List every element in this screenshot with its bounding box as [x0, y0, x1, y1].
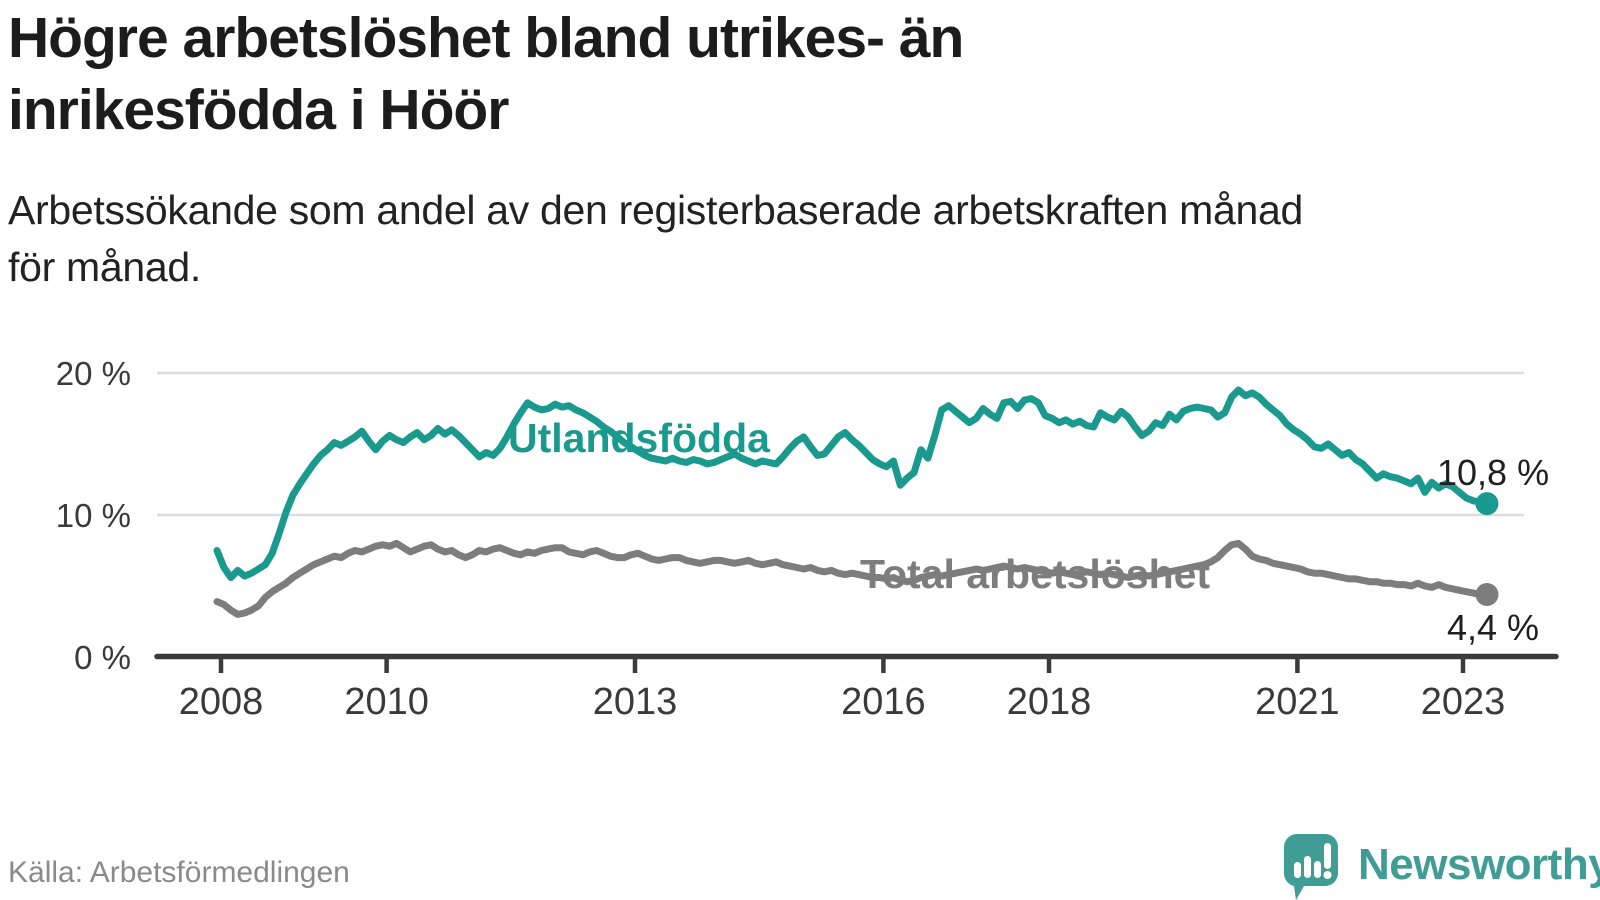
x-tick-label: 2016	[841, 681, 926, 723]
newsworthy-brand: Newsworthy	[1282, 832, 1600, 900]
y-tick-label: 10 %	[56, 497, 131, 534]
series-lines	[213, 386, 1499, 618]
series-end-dot-0	[1475, 492, 1499, 516]
logo-exclamation-bar	[1324, 843, 1331, 869]
logo-bar-2	[1304, 856, 1311, 878]
logo-bar-1	[1294, 862, 1301, 878]
x-tick-label: 2023	[1421, 681, 1506, 723]
logo-exclamation-dot	[1323, 871, 1332, 879]
series-line-1	[213, 539, 1491, 618]
logo-bar-3	[1314, 861, 1321, 878]
x-tick-label: 2010	[344, 681, 429, 723]
chart-subtitle: Arbetssökande som andel av den registerb…	[8, 182, 1303, 296]
newsworthy-wordmark: Newsworthy	[1358, 840, 1600, 889]
series-line-0	[213, 386, 1491, 581]
x-tick-label: 2013	[593, 681, 678, 723]
page-title: Högre arbetslöshet bland utrikes- än inr…	[8, 2, 964, 146]
x-axis: 2008 2010 2013 2016 2018 2021 2023	[154, 653, 1559, 723]
gridlines: 0 % 10 % 20 %	[56, 355, 1524, 676]
end-value-label-total: 4,4 %	[1447, 607, 1539, 648]
series-end-dot-1	[1475, 583, 1499, 607]
series-label-total-arbetsloshet: Total arbetslöshet	[860, 551, 1210, 597]
y-tick-label: 0 %	[74, 639, 131, 676]
end-value-label-utlandsfodda: 10,8 %	[1437, 452, 1549, 493]
page-title-line1: Högre arbetslöshet bland utrikes- än	[8, 6, 964, 70]
newsworthy-logo-icon	[1283, 834, 1338, 900]
chart-subtitle-line1: Arbetssökande som andel av den registerb…	[8, 187, 1303, 233]
x-tick-label: 2008	[179, 681, 264, 723]
series-label-utlandsfodda: Utlandsfödda	[508, 415, 771, 461]
chart-subtitle-line2: för månad.	[8, 244, 201, 290]
y-tick-label: 20 %	[56, 355, 131, 392]
x-tick-label: 2021	[1255, 681, 1340, 723]
x-tick-label: 2018	[1007, 681, 1092, 723]
page-title-line2: inrikesfödda i Höör	[8, 78, 509, 142]
source-text: Källa: Arbetsförmedlingen	[8, 856, 350, 889]
